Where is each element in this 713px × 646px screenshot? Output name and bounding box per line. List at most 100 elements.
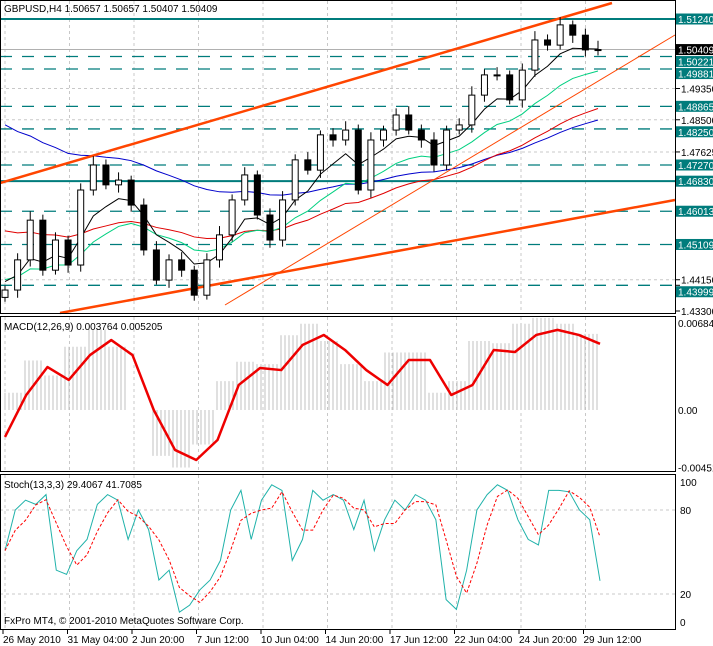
- level-label-bg: [676, 126, 713, 138]
- candle-bull: [367, 139, 375, 191]
- moving-averages: [4, 47, 599, 282]
- stoch-label: Stoch(13,3,3) 29.4067 41.7085: [4, 480, 142, 491]
- candle-bear: [266, 214, 274, 241]
- price-label: 1.48500: [681, 116, 713, 127]
- macd-label: MACD(12,26,9) 0.003764 0.005205: [4, 322, 163, 333]
- candle-bear: [127, 179, 135, 206]
- candle-bull: [518, 69, 526, 101]
- level-price-label: 1.43999: [678, 288, 713, 299]
- candle-bear: [152, 249, 160, 281]
- candle-bull: [51, 239, 59, 271]
- candle-bear: [39, 219, 47, 271]
- candle-bull: [279, 199, 287, 241]
- candle-bull: [215, 234, 223, 261]
- level-price-label: 1.50221: [678, 58, 713, 69]
- level-label-bg: [676, 175, 713, 187]
- candle-bull: [594, 49, 602, 52]
- candle-bull: [493, 74, 501, 77]
- copyright-text: FxPro MT4, © 2001-2010 MetaQuotes Softwa…: [4, 616, 244, 627]
- current-price-label: 1.50409: [678, 46, 713, 57]
- level-price-label: 1.48250: [678, 128, 713, 139]
- candle-bear: [430, 139, 438, 166]
- stoch-axis-label: 20: [680, 590, 692, 601]
- candle-bull: [228, 199, 236, 236]
- candle-bull: [342, 129, 350, 141]
- grid: [0, 1, 675, 629]
- time-axis: 26 May 2010 31 May 04:00 2 Jun 20:00 7 Jun …: [2, 630, 642, 646]
- candle-bull: [77, 189, 85, 266]
- candle-bull: [241, 174, 249, 201]
- price-label: 1.44150: [681, 276, 713, 287]
- candle-bear: [544, 39, 552, 46]
- ma-red-line: [4, 108, 599, 240]
- symbol-header: GBPUSD,H4 1.50657 1.50657 1.50407 1.5040…: [4, 4, 218, 15]
- macd-frame: [0, 316, 676, 472]
- price-label: 1.47625: [681, 148, 713, 159]
- candle-bull: [468, 94, 476, 126]
- level-label-bg: [676, 238, 713, 250]
- level-price-label: 1.48865: [678, 102, 713, 113]
- candle-bull: [443, 129, 451, 166]
- candle-bear: [405, 114, 413, 131]
- level-label-bg: [676, 13, 713, 25]
- candle-bull: [165, 259, 173, 281]
- horizontal-levels[interactable]: [0, 18, 675, 286]
- ma-green-line: [4, 70, 599, 281]
- candle-bull: [316, 134, 324, 171]
- time-label: 10 Jun 04:00: [261, 635, 319, 646]
- candle-bull: [291, 159, 299, 201]
- level-label-bg: [676, 100, 713, 112]
- candle-bull: [392, 114, 400, 131]
- level-label-bg: [676, 56, 713, 68]
- candle-bull: [115, 179, 123, 186]
- trendlines[interactable]: [0, 1, 676, 315]
- level-label-bg: [676, 159, 713, 171]
- candle-bear: [190, 269, 198, 296]
- time-label: 2 Jun 20:00: [132, 635, 185, 646]
- time-label: 7 Jun 12:00: [197, 635, 250, 646]
- stoch-axis-label: 0: [680, 618, 686, 629]
- candle-bull: [26, 219, 34, 261]
- price-label: 1.49350: [681, 85, 713, 96]
- stoch-signal-line: [4, 489, 601, 604]
- panel-frames: [0, 0, 676, 630]
- candle-bull: [89, 164, 97, 191]
- stoch-main-line: [4, 484, 601, 614]
- ma-blue-line: [4, 119, 599, 196]
- channel-upper-line: [0, 1, 613, 185]
- time-label: 29 Jun 12:00: [584, 635, 642, 646]
- candle-bull: [556, 24, 564, 46]
- candle-bull: [1, 289, 9, 298]
- stoch-axis-label: 100: [680, 478, 697, 489]
- time-label: 14 Jun 20:00: [326, 635, 384, 646]
- time-label: 24 Jun 20:00: [519, 635, 577, 646]
- level-price-label: 1.51240: [678, 15, 713, 26]
- candle-bear: [64, 239, 72, 266]
- trendline-thin: [224, 34, 676, 306]
- level-price-label: 1.46013: [678, 207, 713, 218]
- candle-bear: [329, 134, 337, 141]
- level-label-bg: [676, 68, 713, 80]
- time-label: 31 May 04:00: [68, 635, 129, 646]
- candle-bear: [178, 259, 186, 271]
- channel-lower-line: [59, 198, 676, 315]
- time-label: 22 Jun 04:00: [455, 635, 513, 646]
- candle-bear: [506, 74, 514, 101]
- level-price-label: 1.46830: [678, 177, 713, 188]
- current-price-bg: [676, 44, 713, 56]
- level-label-bg: [676, 286, 713, 298]
- stoch-panel: 100 80 20 0: [0, 478, 697, 629]
- candle-bull: [203, 259, 211, 296]
- candle-bull: [380, 129, 388, 141]
- candle-bear: [304, 159, 312, 171]
- stoch-axis-label: 80: [680, 506, 692, 517]
- candle-bull: [480, 74, 488, 96]
- ma-black-line: [4, 47, 599, 282]
- time-label: 17 Jun 12:00: [390, 635, 448, 646]
